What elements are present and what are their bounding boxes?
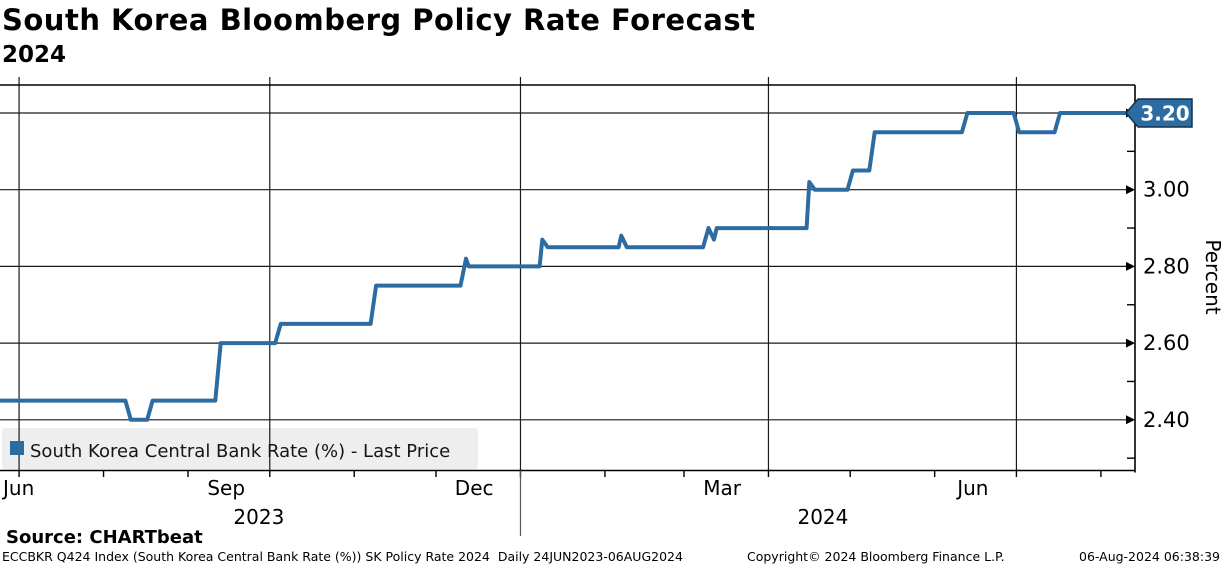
x-month-label: Mar xyxy=(703,476,742,500)
x-month-label: Jun xyxy=(955,476,988,500)
y-axis-title: Percent xyxy=(1201,239,1224,314)
gridline-layer xyxy=(0,77,1135,471)
chart-title: South Korea Bloomberg Policy Rate Foreca… xyxy=(2,3,756,37)
gridline-arrowhead xyxy=(1126,415,1135,425)
fineprint-row: ECCBKR Q424 Index (South Korea Central B… xyxy=(0,549,1224,566)
x-axis-labels-layer: Jun Sep Dec Mar Jun 2023 2024 xyxy=(1,476,988,529)
data-line-layer xyxy=(0,111,1131,422)
source-label: Source: CHARTbeat xyxy=(6,527,203,548)
copyright-notice: Copyright© 2024 Bloomberg Finance L.P. xyxy=(747,549,1005,564)
gridline-arrowhead xyxy=(1126,261,1135,271)
legend-swatch xyxy=(10,441,24,455)
y-tick-label: 2.60 xyxy=(1143,331,1190,355)
last-price-badge-shape xyxy=(1125,98,1193,128)
legend: South Korea Central Bank Rate (%) - Last… xyxy=(10,441,450,462)
rate-line xyxy=(0,111,1131,422)
ticker-description: ECCBKR Q424 Index (South Korea Central B… xyxy=(2,549,683,564)
x-month-label: Jun xyxy=(1,476,34,500)
x-month-label: Dec xyxy=(455,476,494,500)
last-price-value: 3.20 xyxy=(1140,102,1189,126)
x-year-label: 2023 xyxy=(233,505,284,529)
y-axis-labels-layer: 3.20 3.00 2.80 2.60 2.40 xyxy=(1143,101,1190,432)
timestamp: 06-Aug-2024 06:38:39 xyxy=(1079,549,1220,564)
legend-label: South Korea Central Bank Rate (%) - Last… xyxy=(30,441,450,462)
y-tick-label: 2.40 xyxy=(1143,408,1190,432)
legend-background-layer xyxy=(2,428,478,469)
gridline-arrowhead xyxy=(1126,185,1135,195)
chart-subtitle: 2024 xyxy=(2,42,67,68)
x-month-label: Sep xyxy=(207,476,245,500)
x-year-label: 2024 xyxy=(797,505,848,529)
legend-background xyxy=(2,428,478,469)
y-tick-label: 3.00 xyxy=(1143,178,1190,202)
y-tick-label: 2.80 xyxy=(1143,254,1190,278)
gridline-arrowhead xyxy=(1126,338,1135,348)
last-price-badge: 3.20 xyxy=(1125,98,1193,128)
axis-layer xyxy=(0,84,1136,536)
